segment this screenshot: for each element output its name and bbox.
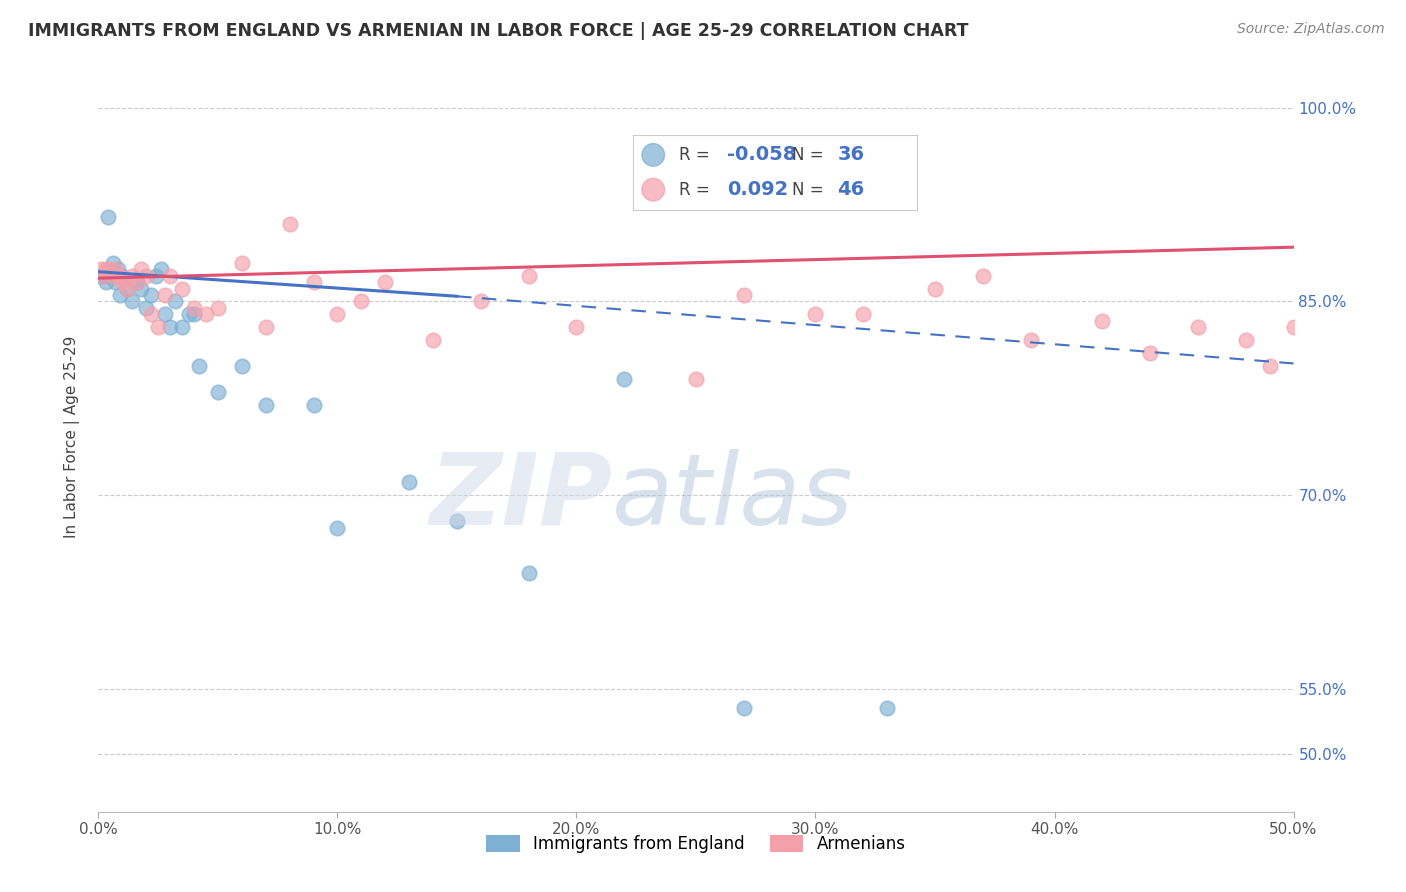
Point <box>231 359 253 373</box>
Point <box>148 320 170 334</box>
Point <box>139 288 162 302</box>
Point <box>374 275 396 289</box>
Point <box>91 268 114 283</box>
Legend: Immigrants from England, Armenians: Immigrants from England, Armenians <box>479 828 912 860</box>
Point <box>111 268 134 283</box>
Point <box>278 217 301 231</box>
Point <box>149 262 172 277</box>
Ellipse shape <box>643 178 665 201</box>
Point <box>101 255 124 269</box>
Point <box>565 320 588 334</box>
Y-axis label: In Labor Force | Age 25-29: In Labor Force | Age 25-29 <box>63 336 80 538</box>
Point <box>115 281 138 295</box>
Point <box>145 268 167 283</box>
Point <box>125 275 148 289</box>
Point <box>163 294 186 309</box>
Point <box>195 307 218 321</box>
Point <box>115 281 138 295</box>
Text: N =: N = <box>792 181 830 199</box>
Point <box>97 211 120 225</box>
Point <box>179 307 201 321</box>
Point <box>350 294 373 309</box>
Point <box>111 275 134 289</box>
Point <box>121 268 143 283</box>
Point <box>326 307 349 321</box>
Point <box>98 268 122 283</box>
Point <box>422 333 444 347</box>
Point <box>1234 333 1257 347</box>
Text: 36: 36 <box>838 145 865 164</box>
Text: R =: R = <box>679 181 720 199</box>
Point <box>107 268 129 283</box>
Point <box>125 275 148 289</box>
Point <box>876 701 898 715</box>
Point <box>139 307 162 321</box>
Point <box>104 262 127 277</box>
Point <box>254 320 277 334</box>
Text: 46: 46 <box>838 180 865 199</box>
Text: atlas: atlas <box>613 449 853 546</box>
Point <box>131 281 153 295</box>
Point <box>183 301 205 315</box>
Point <box>733 288 755 302</box>
Point <box>254 398 277 412</box>
Point <box>302 398 325 412</box>
Point <box>172 320 194 334</box>
Point <box>131 262 153 277</box>
Point <box>94 275 117 289</box>
Text: -0.058: -0.058 <box>727 145 796 164</box>
Text: 0.092: 0.092 <box>727 180 789 199</box>
Point <box>121 294 143 309</box>
Text: ZIP: ZIP <box>429 449 613 546</box>
Point <box>159 320 181 334</box>
Point <box>1282 320 1305 334</box>
Point <box>1187 320 1209 334</box>
Point <box>187 359 209 373</box>
Point <box>326 520 349 534</box>
Point <box>94 262 117 277</box>
Point <box>101 268 124 283</box>
Point <box>302 275 325 289</box>
Ellipse shape <box>643 144 665 166</box>
Point <box>104 275 127 289</box>
Point <box>155 288 177 302</box>
Point <box>924 281 946 295</box>
Point <box>90 262 112 277</box>
Point <box>207 384 229 399</box>
Point <box>517 566 540 580</box>
Point <box>398 475 420 490</box>
Point <box>90 268 112 283</box>
Point <box>804 307 827 321</box>
Point <box>685 372 707 386</box>
Point <box>231 255 253 269</box>
Point <box>135 268 157 283</box>
Text: N =: N = <box>792 146 830 164</box>
Text: Source: ZipAtlas.com: Source: ZipAtlas.com <box>1237 22 1385 37</box>
Point <box>852 307 875 321</box>
Point <box>446 514 468 528</box>
Point <box>207 301 229 315</box>
Point <box>517 268 540 283</box>
Point <box>1019 333 1042 347</box>
Point <box>183 307 205 321</box>
Point <box>159 268 181 283</box>
Point <box>107 262 129 277</box>
Point <box>1139 346 1161 360</box>
Point <box>470 294 492 309</box>
Point <box>91 268 114 283</box>
Point <box>1091 314 1114 328</box>
Point <box>108 288 131 302</box>
Point <box>172 281 194 295</box>
Point <box>155 307 177 321</box>
Point <box>972 268 994 283</box>
Point <box>733 701 755 715</box>
Point <box>1258 359 1281 373</box>
Text: IMMIGRANTS FROM ENGLAND VS ARMENIAN IN LABOR FORCE | AGE 25-29 CORRELATION CHART: IMMIGRANTS FROM ENGLAND VS ARMENIAN IN L… <box>28 22 969 40</box>
Text: R =: R = <box>679 146 714 164</box>
Point <box>108 268 131 283</box>
Point <box>97 262 120 277</box>
Point <box>613 372 636 386</box>
Point <box>135 301 157 315</box>
